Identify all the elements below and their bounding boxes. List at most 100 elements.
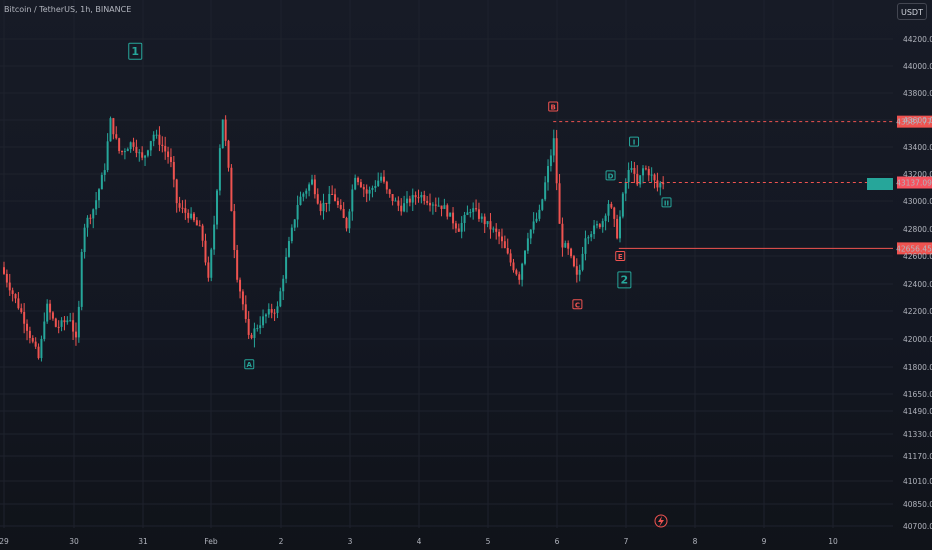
time-axis[interactable]: 29 30 31 Feb 2 3 4 5 6 7 8 9 10 bbox=[0, 514, 838, 546]
candle-body bbox=[382, 176, 385, 182]
price-label-bg bbox=[897, 115, 932, 128]
candle-body bbox=[351, 189, 354, 212]
wave-label-text: I bbox=[633, 139, 636, 147]
candle bbox=[250, 332, 253, 340]
candle-body bbox=[480, 216, 483, 219]
candle bbox=[532, 212, 535, 234]
candle bbox=[489, 213, 492, 239]
x-tick-label: 31 bbox=[138, 537, 148, 546]
candle-body bbox=[647, 168, 650, 176]
candle-body bbox=[526, 238, 529, 251]
candle bbox=[457, 223, 460, 233]
candle bbox=[106, 133, 109, 173]
candle-body bbox=[334, 194, 337, 201]
wave-label-B[interactable]: B bbox=[548, 101, 559, 112]
candle bbox=[37, 343, 40, 360]
candle-body bbox=[299, 196, 302, 206]
candle bbox=[524, 250, 527, 266]
candle bbox=[613, 206, 616, 228]
candle bbox=[256, 324, 259, 332]
lightning-icon[interactable] bbox=[654, 514, 668, 528]
candle-body bbox=[636, 173, 639, 185]
candle-body bbox=[633, 167, 636, 174]
candle bbox=[642, 165, 645, 184]
candle-body bbox=[377, 180, 380, 186]
candle-body bbox=[17, 298, 20, 309]
candle bbox=[17, 292, 20, 310]
candle bbox=[434, 197, 437, 212]
candle-body bbox=[264, 314, 267, 317]
wave-label-E[interactable]: E bbox=[615, 251, 626, 262]
candle bbox=[146, 149, 149, 158]
candle bbox=[187, 209, 190, 223]
candle bbox=[593, 220, 596, 239]
y-tick-label: 41490.00 bbox=[903, 407, 932, 416]
candle bbox=[408, 195, 411, 207]
candle bbox=[385, 180, 388, 194]
candle bbox=[97, 188, 100, 208]
x-tick-label: Feb bbox=[204, 537, 218, 546]
candle bbox=[647, 166, 650, 182]
candle-body bbox=[282, 278, 285, 292]
candle bbox=[368, 186, 371, 201]
candle-body bbox=[354, 177, 357, 190]
candle-body bbox=[509, 253, 512, 263]
candle bbox=[51, 311, 54, 321]
candle-body bbox=[584, 238, 587, 254]
candle bbox=[607, 200, 610, 223]
x-tick-label: 5 bbox=[486, 537, 491, 546]
candle-body bbox=[175, 179, 178, 204]
candle-body bbox=[515, 270, 518, 275]
candle-body bbox=[135, 146, 138, 153]
candle-body bbox=[659, 182, 662, 188]
levels-layer: 43587.77 43137.09 42656.45 bbox=[553, 115, 932, 255]
candle bbox=[213, 215, 216, 255]
candle-body bbox=[624, 182, 627, 194]
y-tick-label: 40700.00 bbox=[903, 522, 932, 531]
candle bbox=[630, 161, 633, 173]
candle bbox=[564, 240, 567, 249]
candle bbox=[518, 271, 521, 285]
candle bbox=[521, 262, 524, 287]
currency-button[interactable]: USDT bbox=[897, 3, 927, 20]
y-tick-label: 41650.00 bbox=[903, 390, 932, 399]
candle-body bbox=[564, 243, 567, 248]
candle bbox=[477, 202, 480, 222]
candle bbox=[374, 180, 377, 193]
x-tick-label: 9 bbox=[762, 537, 767, 546]
candle bbox=[264, 313, 267, 324]
wave-label-II[interactable]: II bbox=[661, 197, 672, 208]
candle bbox=[443, 198, 446, 210]
candle bbox=[40, 335, 43, 362]
candle-body bbox=[357, 177, 360, 183]
wave-label-I[interactable]: I bbox=[629, 136, 640, 147]
candle-body bbox=[106, 141, 109, 171]
wave-label-A[interactable]: A bbox=[244, 359, 255, 370]
candle bbox=[618, 210, 621, 243]
price-axis[interactable]: 44200.00 44000.00 43800.00 43600.00 43400.00… bbox=[903, 35, 932, 531]
candle bbox=[158, 126, 161, 152]
y-tick-label: 43400.00 bbox=[903, 143, 932, 152]
candle bbox=[132, 137, 135, 151]
candle bbox=[590, 231, 593, 242]
candle-body bbox=[141, 152, 144, 158]
candle-body bbox=[656, 180, 659, 188]
candle-body bbox=[49, 303, 52, 313]
candle-body bbox=[118, 138, 121, 151]
candle-body bbox=[40, 339, 43, 359]
candle-body bbox=[385, 181, 388, 190]
wave-label-2[interactable]: 2 bbox=[617, 271, 632, 289]
candle-body bbox=[3, 267, 5, 274]
wave-label-C[interactable]: C bbox=[572, 299, 583, 310]
wave-label-D[interactable]: D bbox=[605, 170, 616, 181]
candle-body bbox=[51, 312, 54, 319]
candle-body bbox=[293, 219, 296, 228]
candle-body bbox=[469, 212, 472, 214]
candle bbox=[503, 235, 506, 249]
wave-label-1[interactable]: 1 bbox=[128, 42, 143, 60]
candle-body bbox=[466, 212, 469, 215]
candle bbox=[305, 188, 308, 199]
candle bbox=[601, 218, 604, 233]
candle bbox=[388, 188, 391, 198]
